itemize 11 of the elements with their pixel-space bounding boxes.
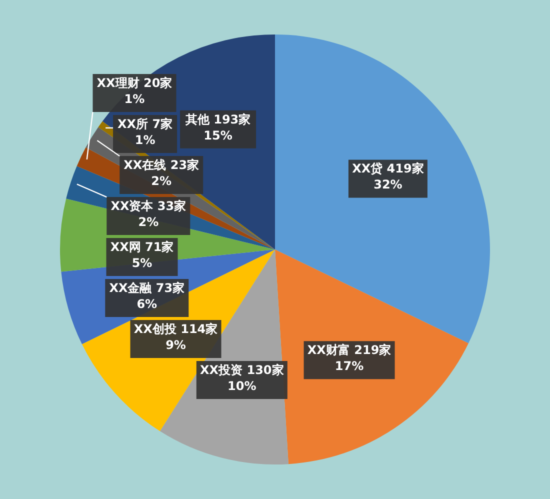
slice-label: XX在线 23家 2% — [124, 158, 200, 188]
slice-label: XX资本 33家 2% — [110, 199, 186, 230]
slice-label: XX创投 114家 9% — [134, 322, 218, 352]
slice-label: XX金融 73家 6% — [109, 281, 185, 312]
slice-label: 其他 193家 15% — [184, 112, 251, 142]
slice-label: XX贷 419家 32% — [352, 162, 424, 192]
slice-label: XX所 7家 1% — [118, 117, 173, 148]
slice-label: XX投资 130家 10% — [200, 363, 284, 394]
slice-label: XX财富 219家 17% — [307, 343, 392, 374]
slice-label: XX理财 20家 1% — [96, 76, 172, 106]
slice-label: XX网 71家 5% — [110, 240, 174, 270]
